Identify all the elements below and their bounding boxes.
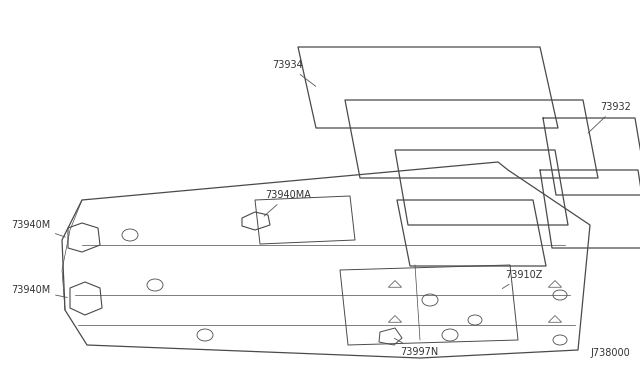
- Text: 73934: 73934: [272, 60, 316, 86]
- Text: 73940MA: 73940MA: [264, 190, 311, 216]
- Text: 73940M: 73940M: [11, 220, 65, 237]
- Text: 73932: 73932: [588, 102, 631, 133]
- Text: 73931: 73931: [0, 371, 1, 372]
- Text: J738000: J738000: [590, 348, 630, 358]
- Text: 73910Z: 73910Z: [502, 270, 542, 289]
- Text: 73997N: 73997N: [394, 339, 438, 357]
- Text: 73930: 73930: [0, 371, 1, 372]
- Text: 73940M: 73940M: [11, 285, 67, 298]
